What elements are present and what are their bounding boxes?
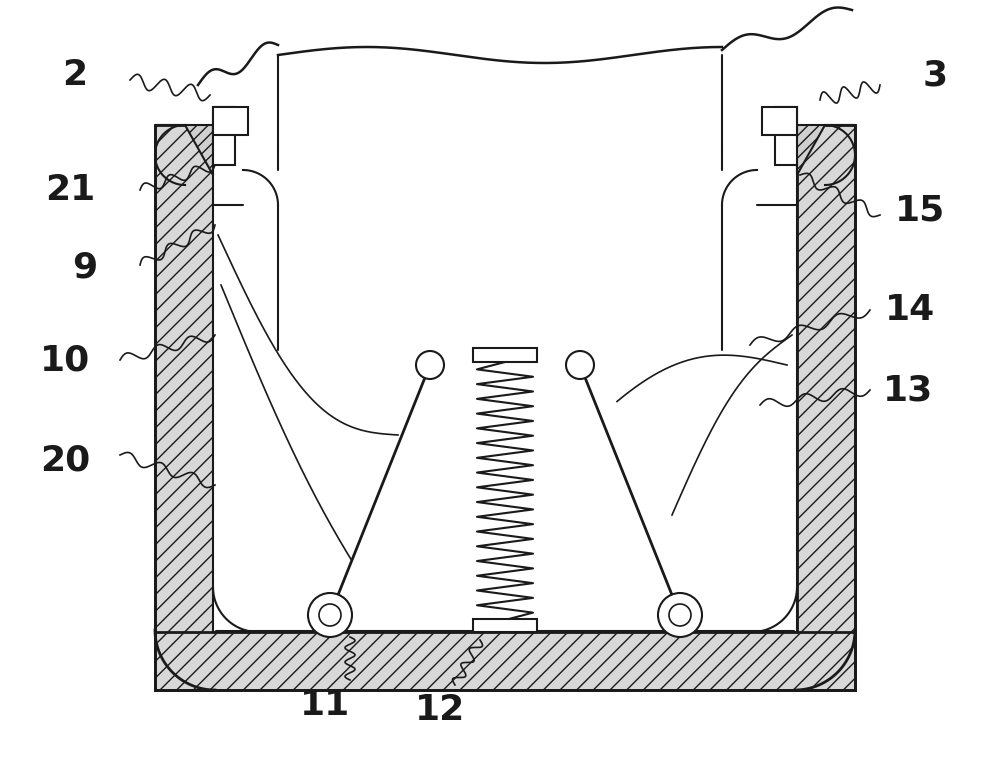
Text: 14: 14 [885, 293, 935, 327]
Text: 15: 15 [895, 193, 945, 227]
Bar [213, 107, 235, 165]
Text: 9: 9 [72, 250, 98, 284]
Text: 2: 2 [62, 58, 88, 92]
Circle shape [319, 604, 341, 626]
Text: 10: 10 [40, 343, 90, 377]
Bar [155, 632, 855, 690]
Polygon shape [797, 125, 855, 175]
Circle shape [566, 351, 594, 379]
Text: 11: 11 [300, 688, 350, 722]
Bar [213, 107, 248, 135]
Text: 13: 13 [883, 373, 933, 407]
Circle shape [308, 593, 352, 637]
Text: 21: 21 [45, 173, 95, 207]
Bar [797, 125, 855, 690]
Bar [775, 107, 797, 165]
Bar [473, 619, 537, 632]
Bar [213, 125, 797, 632]
Polygon shape [155, 125, 213, 175]
Circle shape [658, 593, 702, 637]
Circle shape [669, 604, 691, 626]
Bar [278, 55, 722, 350]
Text: 3: 3 [922, 58, 948, 92]
Circle shape [416, 351, 444, 379]
Text: 12: 12 [415, 693, 465, 727]
Bar [762, 107, 797, 135]
Text: 20: 20 [40, 443, 90, 477]
Bar [155, 125, 213, 690]
Bar [473, 348, 537, 362]
